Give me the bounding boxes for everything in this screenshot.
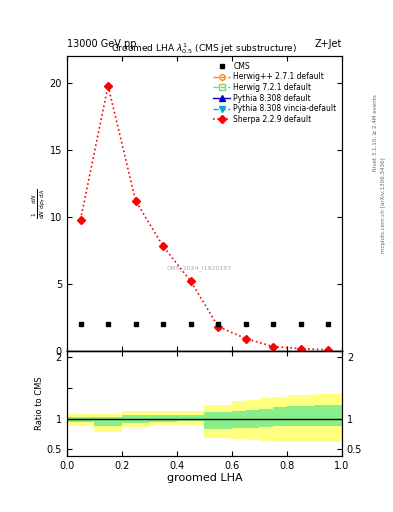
CMS xyxy=(216,321,220,327)
Sherpa 2.2.9 default xyxy=(188,278,193,284)
Sherpa 2.2.9 default xyxy=(161,243,165,249)
Text: Z+Jet: Z+Jet xyxy=(314,38,342,49)
CMS xyxy=(78,321,83,327)
Line: CMS: CMS xyxy=(78,322,331,326)
Y-axis label: Ratio to CMS: Ratio to CMS xyxy=(35,376,44,430)
Sherpa 2.2.9 default xyxy=(326,347,331,353)
Text: CMS_2024_I1920187: CMS_2024_I1920187 xyxy=(166,265,231,271)
X-axis label: groomed LHA: groomed LHA xyxy=(167,473,242,483)
Title: Groomed LHA $\lambda^{1}_{0.5}$ (CMS jet substructure): Groomed LHA $\lambda^{1}_{0.5}$ (CMS jet… xyxy=(111,41,298,56)
Y-axis label: $\frac{1}{\mathrm{d}N}\,\frac{\mathrm{d}N}{\mathrm{d}p_T\,\mathrm{d}\lambda}$: $\frac{1}{\mathrm{d}N}\,\frac{\mathrm{d}… xyxy=(31,188,48,219)
Sherpa 2.2.9 default xyxy=(271,344,275,350)
CMS xyxy=(133,321,138,327)
CMS xyxy=(106,321,110,327)
Sherpa 2.2.9 default xyxy=(298,346,303,352)
Sherpa 2.2.9 default xyxy=(78,217,83,223)
Sherpa 2.2.9 default xyxy=(133,198,138,204)
CMS xyxy=(326,321,331,327)
Sherpa 2.2.9 default xyxy=(106,82,110,89)
CMS xyxy=(271,321,275,327)
CMS xyxy=(298,321,303,327)
CMS xyxy=(243,321,248,327)
Sherpa 2.2.9 default xyxy=(243,335,248,342)
CMS xyxy=(161,321,165,327)
Text: Rivet 3.1.10, ≥ 2.4M events: Rivet 3.1.10, ≥ 2.4M events xyxy=(373,95,378,172)
Line: Sherpa 2.2.9 default: Sherpa 2.2.9 default xyxy=(78,83,331,353)
Text: mcplots.cern.ch [arXiv:1306.3436]: mcplots.cern.ch [arXiv:1306.3436] xyxy=(381,157,386,252)
Sherpa 2.2.9 default xyxy=(216,324,220,330)
CMS xyxy=(188,321,193,327)
Legend: CMS, Herwig++ 2.7.1 default, Herwig 7.2.1 default, Pythia 8.308 default, Pythia : CMS, Herwig++ 2.7.1 default, Herwig 7.2.… xyxy=(212,60,338,125)
Text: 13000 GeV pp: 13000 GeV pp xyxy=(67,38,136,49)
